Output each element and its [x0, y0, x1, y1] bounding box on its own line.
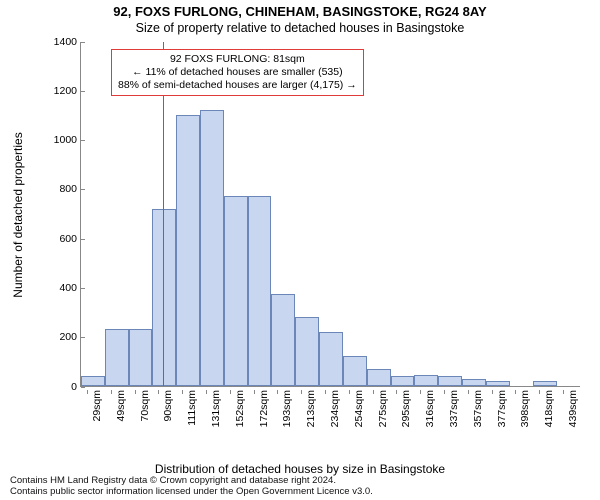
address-title: 92, FOXS FURLONG, CHINEHAM, BASINGSTOKE,… — [0, 4, 600, 19]
histogram-bar — [271, 294, 295, 386]
histogram-bar — [295, 317, 319, 386]
attribution: Contains HM Land Registry data © Crown c… — [10, 476, 590, 498]
histogram-bar — [391, 376, 415, 386]
attribution-line2: Contains public sector information licen… — [10, 487, 590, 498]
histogram-bar — [533, 381, 557, 386]
annotation-line: 92 FOXS FURLONG: 81sqm — [118, 53, 357, 66]
annotation-box: 92 FOXS FURLONG: 81sqm← 11% of detached … — [111, 49, 364, 96]
histogram-bar — [200, 110, 224, 386]
histogram-bar — [414, 375, 438, 386]
histogram-bar — [319, 332, 343, 386]
histogram-bar — [224, 196, 248, 386]
y-tick: 400 — [59, 282, 77, 294]
root: 92, FOXS FURLONG, CHINEHAM, BASINGSTOKE,… — [0, 0, 600, 500]
histogram-bar — [438, 376, 462, 386]
histogram-bar — [129, 329, 153, 386]
y-tick: 0 — [71, 381, 77, 393]
histogram-bar — [105, 329, 129, 386]
y-tick: 1400 — [54, 36, 77, 48]
histogram-bar — [248, 196, 272, 386]
histogram-bar — [152, 209, 176, 386]
histogram-bar — [486, 381, 510, 386]
histogram-bar — [367, 369, 391, 386]
annotation-line: 88% of semi-detached houses are larger (… — [118, 79, 357, 92]
histogram-bar — [176, 115, 200, 386]
y-axis-label: Number of detached properties — [11, 132, 25, 297]
histogram-bar — [343, 356, 367, 386]
chart-subtitle: Size of property relative to detached ho… — [0, 21, 600, 35]
y-tick: 600 — [59, 233, 77, 245]
y-tick: 200 — [59, 331, 77, 343]
plot-area: 020040060080010001200140029sqm49sqm70sqm… — [60, 42, 580, 412]
histogram-bar — [462, 379, 486, 386]
plot-inner: 020040060080010001200140029sqm49sqm70sqm… — [80, 42, 580, 387]
y-tick: 1000 — [54, 134, 77, 146]
y-tick: 1200 — [54, 85, 77, 97]
annotation-line: ← 11% of detached houses are smaller (53… — [118, 66, 357, 79]
x-axis-label: Distribution of detached houses by size … — [0, 462, 600, 476]
y-tick: 800 — [59, 183, 77, 195]
histogram-bar — [81, 376, 105, 386]
